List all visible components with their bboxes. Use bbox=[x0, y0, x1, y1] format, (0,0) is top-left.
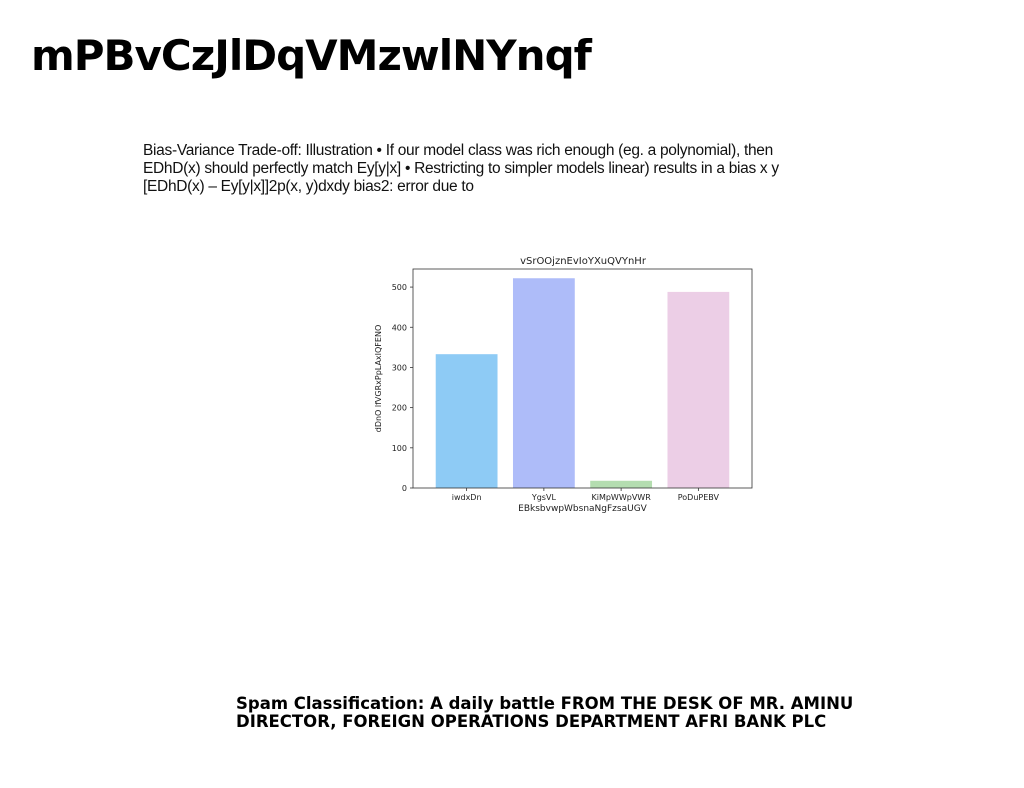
chart-title: vSrOOjznEvIoYXuQVYnHr bbox=[520, 256, 647, 267]
x-tick-label: iwdxDn bbox=[452, 493, 482, 502]
y-tick-label: 100 bbox=[392, 444, 407, 453]
chart-bars bbox=[435, 278, 730, 488]
y-tick-label: 400 bbox=[392, 323, 407, 332]
bar-chart: vSrOOjznEvIoYXuQVYnHr 0 100 200 300 400 500 i… bbox=[365, 248, 765, 520]
plot-frame bbox=[412, 268, 753, 489]
x-axis-label: EBksbvwpWbsnaNgFzsaUGV bbox=[518, 504, 648, 514]
x-tick-label: YgsVL bbox=[531, 493, 557, 502]
bar-3 bbox=[667, 291, 730, 488]
body-paragraph: Bias-Variance Trade-off: Illustration • … bbox=[143, 142, 779, 195]
y-axis-label: dDnO lfVGRxPpLAxIQFENO bbox=[374, 325, 383, 433]
caption-text: Spam Classification: A daily battle FROM… bbox=[236, 694, 854, 731]
page-title: mPBvCzJlDqVMzwlNYnqf bbox=[31, 31, 592, 80]
chart-svg: vSrOOjznEvIoYXuQVYnHr 0 100 200 300 400 500 i… bbox=[374, 256, 753, 514]
x-axis: iwdxDn YgsVL KiMpWWpVWR PoDuPEBV bbox=[452, 488, 720, 502]
bar-0 bbox=[435, 354, 498, 488]
y-tick-label: 500 bbox=[392, 283, 407, 292]
y-tick-label: 200 bbox=[392, 404, 407, 413]
x-tick-label: PoDuPEBV bbox=[678, 493, 720, 502]
y-tick-label: 300 bbox=[392, 363, 407, 372]
bar-2 bbox=[590, 480, 653, 488]
bar-1 bbox=[512, 278, 575, 488]
y-tick-label: 0 bbox=[402, 484, 407, 493]
y-axis: 0 100 200 300 400 500 bbox=[392, 283, 413, 493]
x-tick-label: KiMpWWpVWR bbox=[591, 493, 651, 502]
